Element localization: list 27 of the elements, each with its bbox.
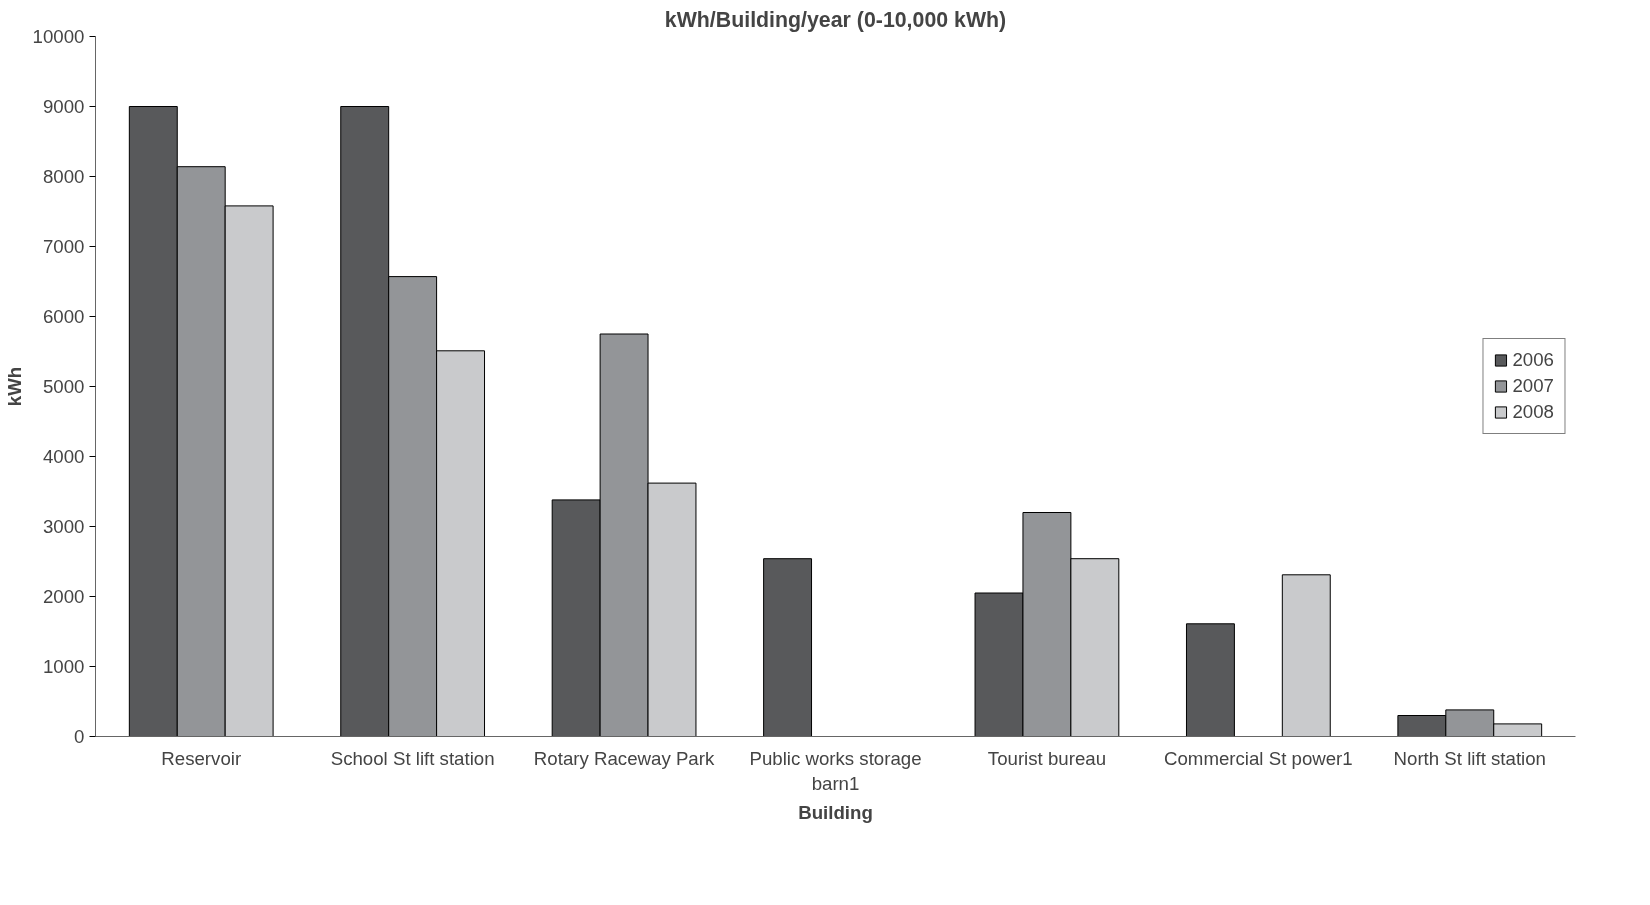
legend-label: 2007 (1512, 375, 1554, 397)
y-tick-label: 0 (74, 726, 85, 747)
y-tick-label: 5000 (43, 376, 85, 397)
y-tick-label: 4000 (43, 446, 85, 467)
x-axis-title: Building (798, 801, 873, 823)
y-tick-label: 3000 (43, 516, 85, 537)
y-tick-label: 1000 (43, 656, 85, 677)
chart-title: kWh/Building/year (0-10,000 kWh) (664, 7, 1007, 32)
x-tick-label: Commercial St power1 (1164, 747, 1353, 769)
y-tick-label: 2000 (43, 586, 85, 607)
x-tick-label: School St lift station (330, 747, 495, 769)
y-tick-label: 10000 (32, 26, 85, 47)
x-tick-label: Reservoir (161, 747, 242, 769)
legend-label: 2006 (1512, 349, 1554, 371)
y-tick-label: 6000 (43, 306, 85, 327)
bar (1185, 623, 1235, 737)
x-tick-label: Public works storage barn1 (749, 747, 922, 794)
bar (1281, 574, 1331, 737)
y-tick-label: 8000 (43, 166, 85, 187)
legend-label: 2008 (1512, 401, 1554, 423)
y-tick-label: 7000 (43, 236, 85, 257)
bar (763, 558, 813, 737)
y-axis-title: kWh (3, 366, 25, 407)
x-tick-label: Rotary Raceway Park (533, 747, 715, 769)
x-tick-label: Tourist bureau (987, 747, 1107, 769)
x-tick-label: North St lift station (1393, 747, 1546, 769)
y-tick-label: 9000 (43, 96, 85, 117)
